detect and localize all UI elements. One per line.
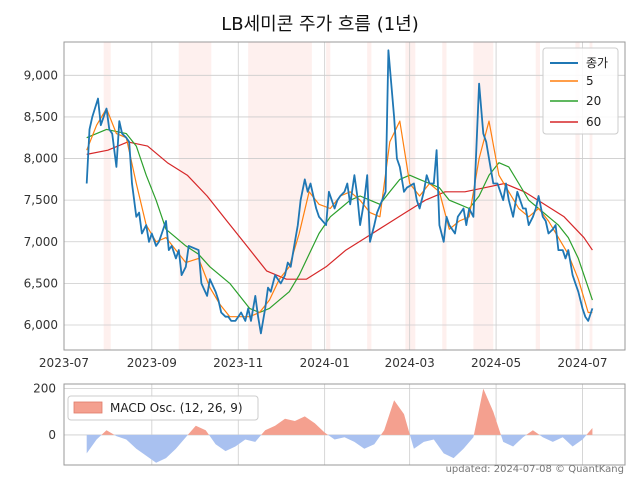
ma60-line [86, 141, 593, 280]
macd-negative-area-10 [500, 434, 527, 447]
macd-y-tick-labels: 0 200 [33, 382, 56, 442]
macd-legend: MACD Osc. (12, 26, 9) [67, 395, 259, 421]
legend-label-ma60: 60 [586, 115, 601, 129]
x-tick-label-3: 2024-01 [300, 356, 350, 370]
macd-positive-area-9 [473, 388, 501, 435]
legend-label-close: 종가 [586, 56, 608, 70]
ma20-line [86, 128, 593, 314]
y-tick-label-0: 6,000 [24, 318, 58, 332]
macd-y-tick-label-0: 0 [48, 428, 56, 442]
x-tick-label-4: 2024-03 [385, 356, 435, 370]
main-x-tick-labels: 2023-07 2023-09 2023-11 2024-01 2024-03 2024-… [39, 356, 608, 370]
x-tick-label-1: 2023-09 [127, 356, 177, 370]
macd-positive-area-13 [586, 428, 593, 435]
main-gridlines [63, 42, 625, 350]
macd-legend-label: MACD Osc. (12, 26, 9) [110, 401, 243, 415]
y-tick-label-6: 9,000 [24, 68, 58, 82]
highlight-band-5 [405, 42, 416, 350]
macd-positive-area-7 [380, 400, 410, 435]
x-tick-label-2: 2023-11 [213, 356, 263, 370]
macd-positive-area-1 [101, 430, 115, 435]
footer-credit: updated: 2024-07-08 © QuantKang [446, 464, 624, 475]
highlight-bands [103, 42, 593, 350]
x-tick-label-6: 2024-07 [557, 356, 607, 370]
main-plot-frame [63, 41, 626, 351]
y-tick-label-1: 6,500 [24, 276, 58, 290]
y-tick-label-3: 7,500 [24, 193, 58, 207]
y-tick-label-5: 8,500 [24, 110, 58, 124]
macd-y-tick-label-1: 200 [33, 382, 56, 396]
chart-title: LB세미콘 주가 흐름 (1년) [221, 14, 419, 35]
macd-legend-swatch [73, 401, 103, 414]
highlight-band-4 [367, 42, 372, 350]
highlight-band-10 [589, 42, 593, 350]
macd-negative-area-0 [86, 434, 102, 454]
highlight-band-1 [178, 42, 212, 350]
legend-box [542, 47, 619, 135]
macd-positive-area-11 [526, 430, 540, 435]
macd-negative-area-4 [209, 434, 262, 452]
highlight-band-9 [575, 42, 580, 350]
macd-plot-frame [63, 383, 626, 466]
legend-label-ma5: 5 [586, 74, 594, 88]
macd-negative-area-6 [328, 434, 381, 449]
price-series [85, 49, 594, 335]
main-y-tick-labels: 6,000 6,500 7,000 7,500 8,000 8,500 9,000 [24, 68, 58, 332]
macd-positive-area-5 [261, 416, 328, 435]
macd-oscillator [86, 388, 593, 463]
x-tick-label-5: 2024-05 [471, 356, 521, 370]
ma5-line [86, 108, 593, 318]
y-tick-label-4: 8,000 [24, 152, 58, 166]
main-legend: 종가 5 20 60 [542, 47, 619, 135]
highlight-band-0 [103, 42, 111, 350]
macd-positive-area-3 [187, 425, 209, 435]
legend-label-ma20: 20 [586, 94, 601, 108]
x-tick-label-0: 2023-07 [39, 356, 89, 370]
close-price-line [85, 49, 594, 335]
highlight-band-7 [473, 42, 494, 350]
macd-negative-area-12 [539, 434, 587, 447]
y-tick-label-2: 7,000 [24, 235, 58, 249]
macd-legend-box [67, 395, 259, 421]
highlight-band-6 [442, 42, 447, 350]
macd-negative-area-8 [409, 434, 474, 459]
macd-negative-area-2 [114, 434, 188, 463]
